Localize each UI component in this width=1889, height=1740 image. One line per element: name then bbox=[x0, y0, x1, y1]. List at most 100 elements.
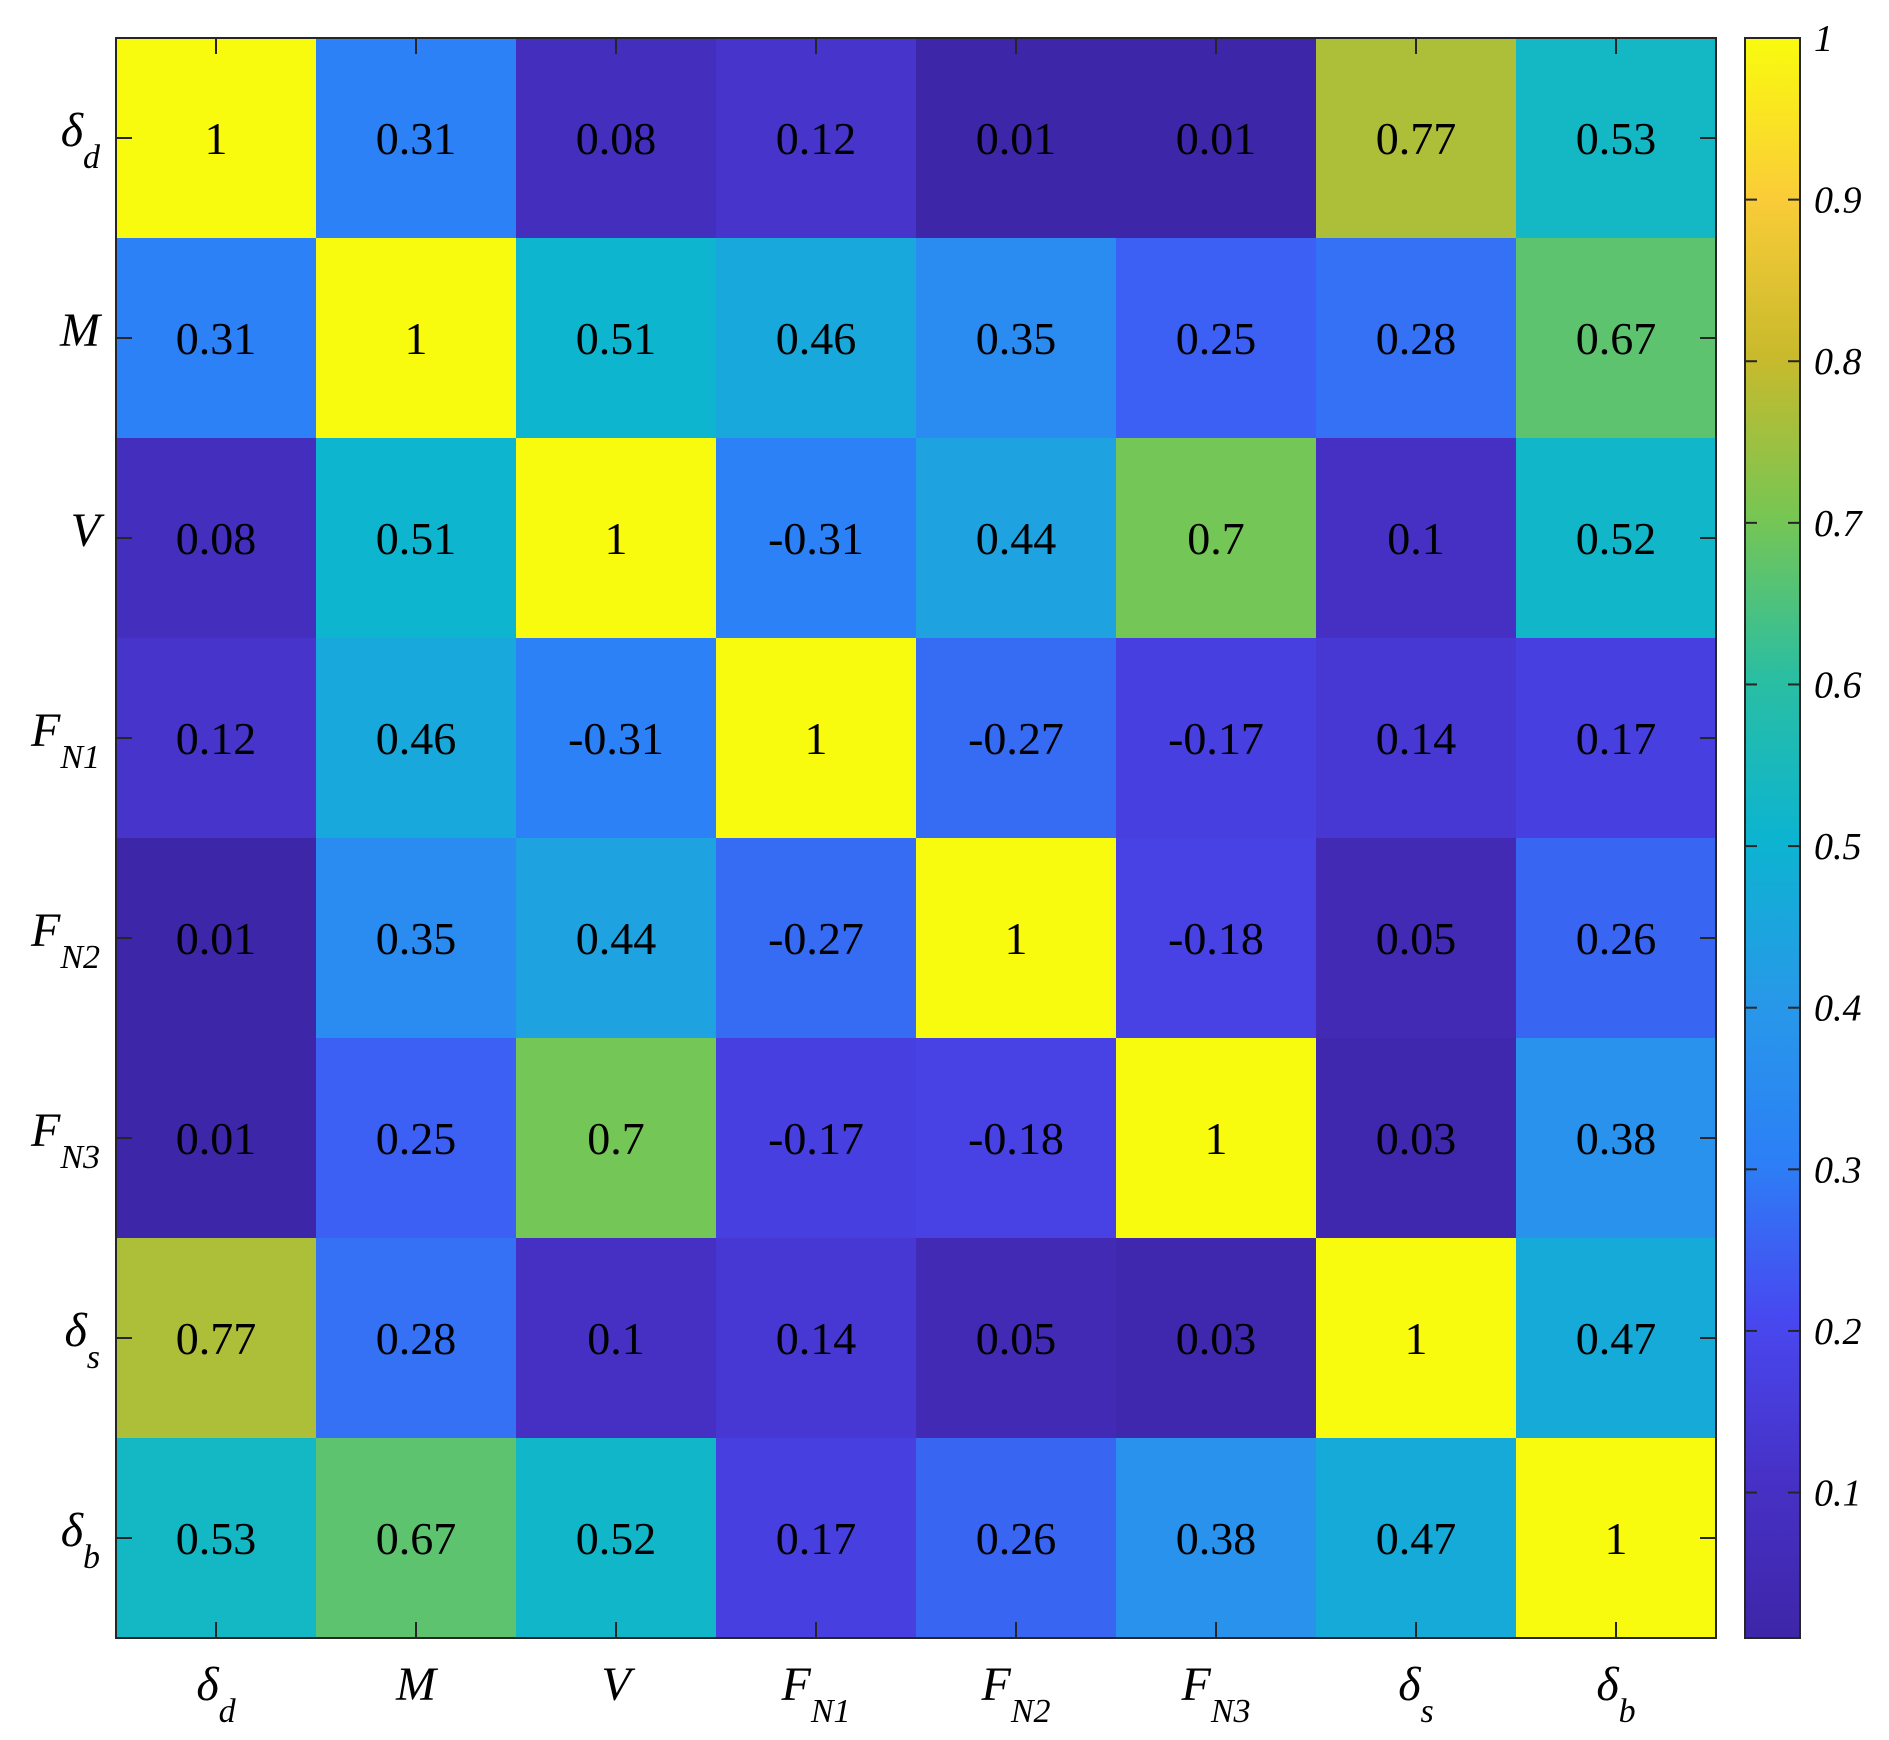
cell-value: 0.17 bbox=[776, 1513, 857, 1564]
x-axis-label: δs bbox=[1398, 1658, 1434, 1730]
heatmap-cell bbox=[1516, 1438, 1717, 1639]
heatmap-cell bbox=[1116, 838, 1317, 1039]
heatmap-cell bbox=[1116, 38, 1317, 239]
heatmap-ticks bbox=[116, 38, 1716, 1638]
y-axis-label: V bbox=[71, 504, 105, 557]
heatmap-cell bbox=[316, 1238, 517, 1439]
heatmap-cell bbox=[1516, 838, 1717, 1039]
cell-value: 0.77 bbox=[176, 1313, 257, 1364]
heatmap-cell bbox=[1116, 238, 1317, 439]
heatmap-cell bbox=[116, 1038, 317, 1239]
colorbar-tick-label: 0.1 bbox=[1814, 1473, 1862, 1515]
heatmap-cell bbox=[1316, 1038, 1517, 1239]
heatmap-cell bbox=[316, 38, 517, 239]
heatmap-cell bbox=[116, 438, 317, 639]
y-axis-label: δs bbox=[64, 1304, 100, 1376]
colorbar-tick-label: 0.4 bbox=[1814, 988, 1862, 1030]
heatmap-cell bbox=[916, 238, 1117, 439]
heatmap-cell bbox=[716, 1238, 917, 1439]
heatmap-cell bbox=[716, 838, 917, 1039]
cell-value: -0.17 bbox=[1168, 713, 1264, 764]
cell-value: 0.38 bbox=[1576, 1113, 1657, 1164]
heatmap-cell bbox=[316, 838, 517, 1039]
heatmap-cell bbox=[716, 1438, 917, 1639]
heatmap-cell bbox=[916, 838, 1117, 1039]
cell-value: 0.01 bbox=[976, 113, 1057, 164]
heatmap-cell bbox=[116, 838, 317, 1039]
colorbar-tick-label: 0.2 bbox=[1814, 1311, 1862, 1353]
heatmap-cell bbox=[1516, 638, 1717, 839]
heatmap-cell bbox=[116, 38, 317, 239]
heatmap-cells: 1 0.31 0.08 0.12 0.01 0.01 0.77 0.53 0.31 1 0.51 0.… bbox=[116, 38, 1717, 1639]
cell-value: 0.35 bbox=[976, 313, 1057, 364]
heatmap-cell bbox=[916, 38, 1117, 239]
cell-value: 1 bbox=[1205, 1113, 1228, 1164]
y-axis-label: FN2 bbox=[30, 904, 100, 976]
cell-value: 0.28 bbox=[376, 1313, 457, 1364]
heatmap-cell bbox=[316, 438, 517, 639]
colorbar-tick-label: 0.9 bbox=[1814, 180, 1862, 222]
cell-value: 0.28 bbox=[1376, 313, 1457, 364]
colorbar-tick-label: 0.8 bbox=[1814, 341, 1862, 383]
heatmap-cell bbox=[1516, 438, 1717, 639]
heatmap-cell bbox=[1316, 1438, 1517, 1639]
heatmap-cell bbox=[116, 638, 317, 839]
cell-value: -0.17 bbox=[768, 1113, 864, 1164]
cell-value: 0.05 bbox=[1376, 913, 1457, 964]
colorbar-tick-label: 0.5 bbox=[1814, 826, 1862, 868]
cell-value: 0.46 bbox=[376, 713, 457, 764]
heatmap-cell bbox=[516, 838, 717, 1039]
cell-value: 1 bbox=[605, 513, 628, 564]
cell-value: 0.08 bbox=[176, 513, 257, 564]
cell-value: -0.18 bbox=[968, 1113, 1064, 1164]
heatmap-cell bbox=[1116, 1438, 1317, 1639]
x-axis-label: δb bbox=[1596, 1658, 1635, 1730]
cell-value: 0.35 bbox=[376, 913, 457, 964]
heatmap-cell bbox=[1516, 1238, 1717, 1439]
cell-value: 0.03 bbox=[1176, 1313, 1257, 1364]
heatmap-cell bbox=[916, 1238, 1117, 1439]
cell-value: 0.12 bbox=[176, 713, 257, 764]
y-axis-label: FN1 bbox=[30, 704, 100, 776]
heatmap-cell bbox=[316, 1438, 517, 1639]
heatmap-cell bbox=[116, 238, 317, 439]
cell-value: 0.25 bbox=[1176, 313, 1257, 364]
cell-value: 1 bbox=[1005, 913, 1028, 964]
cell-value: 0.44 bbox=[576, 913, 657, 964]
cell-value: 0.25 bbox=[376, 1113, 457, 1164]
cell-value: 0.01 bbox=[1176, 113, 1257, 164]
colorbar-ticks: 0.1 0.2 0.3 0.4 0.5 0.6 0.7 0.8 0.9 1 bbox=[1745, 18, 1864, 1515]
heatmap-cell bbox=[516, 1438, 717, 1639]
heatmap-cell bbox=[116, 1438, 317, 1639]
colorbar-gradient bbox=[1744, 37, 1801, 1639]
heatmap-cell bbox=[916, 638, 1117, 839]
heatmap-cell bbox=[1116, 438, 1317, 639]
x-axis-label: FN2 bbox=[980, 1658, 1050, 1730]
cell-value: -0.27 bbox=[768, 913, 864, 964]
cell-value: 0.31 bbox=[176, 313, 257, 364]
cell-value: -0.31 bbox=[768, 513, 864, 564]
cell-value: 0.12 bbox=[776, 113, 857, 164]
x-axis-label: δd bbox=[196, 1658, 236, 1730]
cell-value: 0.26 bbox=[976, 1513, 1057, 1564]
heatmap-cell bbox=[1316, 838, 1517, 1039]
heatmap-cell bbox=[1316, 438, 1517, 639]
heatmap-cell bbox=[516, 238, 717, 439]
cell-value: 0.14 bbox=[776, 1313, 857, 1364]
cell-value: 0.08 bbox=[576, 113, 657, 164]
y-axis-label: δb bbox=[61, 1504, 100, 1576]
heatmap-cell bbox=[116, 1238, 317, 1439]
cell-value: 0.53 bbox=[1576, 113, 1657, 164]
heatmap-cell bbox=[316, 238, 517, 439]
cell-value: 0.38 bbox=[1176, 1513, 1257, 1564]
heatmap-cell bbox=[1116, 1238, 1317, 1439]
y-axis-label: FN3 bbox=[30, 1104, 100, 1176]
heatmap-cell bbox=[1516, 38, 1717, 239]
cell-value: 0.7 bbox=[587, 1113, 645, 1164]
colorbar: 0.1 0.2 0.3 0.4 0.5 0.6 0.7 0.8 0.9 1 bbox=[1744, 18, 1864, 1639]
heatmap-cell bbox=[716, 1038, 917, 1239]
colorbar-tick-label: 0.6 bbox=[1814, 664, 1862, 706]
heatmap-cell bbox=[1516, 1038, 1717, 1239]
cell-value: 0.51 bbox=[576, 313, 657, 364]
